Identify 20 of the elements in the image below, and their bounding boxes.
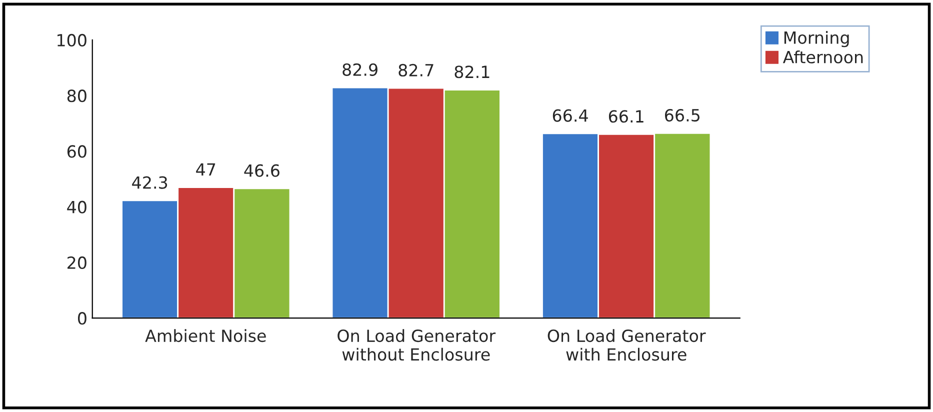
y-tick-label: 0 [78, 312, 86, 325]
data-label: 46.6 [244, 164, 280, 177]
legend-label: Afternoon [782, 50, 863, 64]
data-label: 66.1 [608, 110, 644, 123]
y-tick-label: 100 [58, 34, 86, 47]
x-tick-label: On Load Generator without Enclosure [338, 329, 496, 361]
data-label: 42.3 [132, 176, 168, 189]
x-tick-label: On Load Generator with Enclosure [548, 329, 706, 361]
y-tick-label: 40 [67, 200, 86, 214]
data-label: 82.7 [398, 64, 434, 77]
y-tick-label: 80 [67, 90, 86, 102]
data-label: 66.4 [552, 109, 588, 122]
data-label: 66.5 [665, 108, 700, 122]
data-label: 82.9 [342, 63, 378, 76]
y-tick-label: 20 [68, 256, 86, 270]
x-tick-label: Ambient Noise [145, 329, 266, 342]
data-label: 47 [196, 163, 216, 176]
data-label: 82.1 [454, 66, 490, 78]
legend-label: Morning [784, 31, 849, 48]
y-tick-label: 60 [67, 145, 86, 158]
